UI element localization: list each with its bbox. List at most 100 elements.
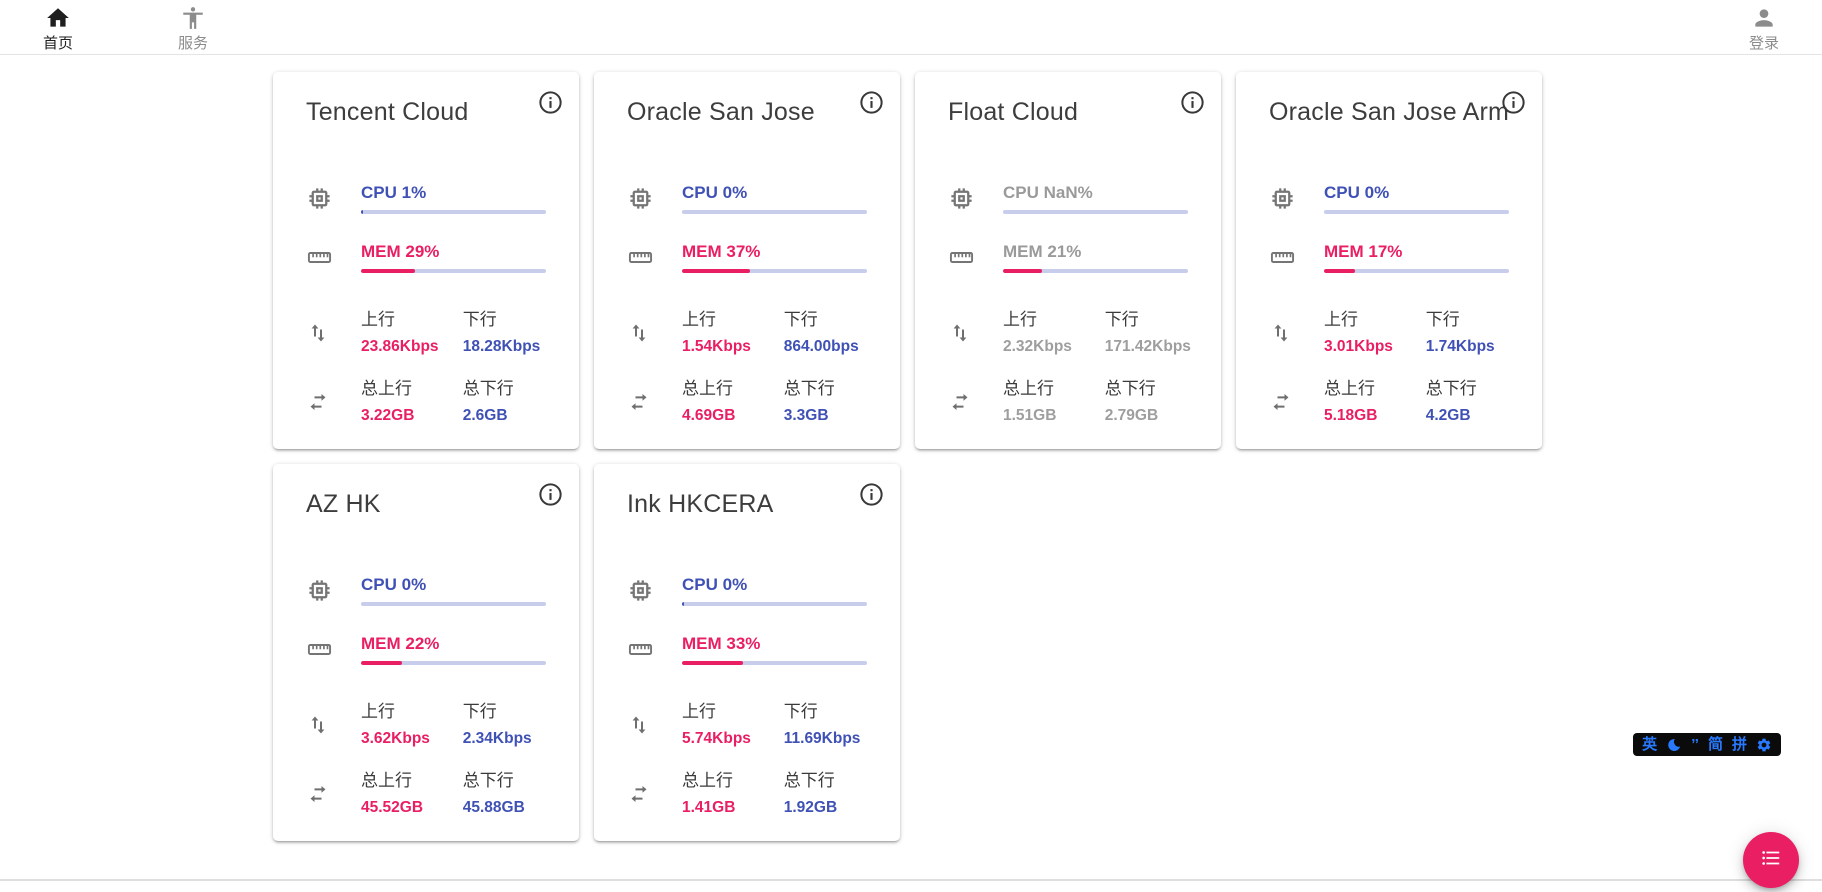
- total-upload-value: 1.41GB: [682, 799, 736, 816]
- net-speed-row: 上行 23.86Kbps 下行 18.28Kbps: [306, 309, 546, 356]
- cpu-label: CPU 0%: [682, 183, 748, 202]
- server-name: Oracle San Jose Arm: [1269, 98, 1510, 126]
- total-upload-value: 45.52GB: [361, 799, 424, 816]
- download-value: 864.00bps: [783, 338, 859, 355]
- mem-progressbar: [682, 269, 867, 273]
- mem-row: MEM 22%: [306, 634, 546, 665]
- list-icon: [1760, 847, 1782, 874]
- upload-label: 上行: [361, 702, 395, 721]
- mem-label: MEM 33%: [682, 634, 761, 653]
- server-list-fab[interactable]: [1743, 832, 1799, 888]
- server-name: Oracle San Jose: [627, 98, 815, 126]
- info-icon[interactable]: [537, 89, 564, 116]
- cpu-chip-icon: [627, 575, 682, 606]
- download-label: 下行: [462, 310, 497, 329]
- cpu-row: CPU NaN%: [948, 183, 1188, 214]
- mem-progressbar: [1003, 269, 1188, 273]
- cpu-progressbar: [361, 210, 546, 214]
- ime-punct-halfwidth[interactable]: ’’: [1691, 736, 1699, 753]
- upload-label: 上行: [1324, 310, 1358, 329]
- nav-item-login[interactable]: 登录: [1734, 1, 1794, 53]
- download-label: 下行: [1425, 310, 1460, 329]
- mem-progressbar: [361, 661, 546, 665]
- net-speed-row: 上行 3.62Kbps 下行 2.34Kbps: [306, 701, 546, 748]
- ime-simplified[interactable]: 简: [1707, 736, 1723, 753]
- nav-item-home[interactable]: 首页: [28, 1, 88, 53]
- cpu-chip-icon: [1269, 183, 1324, 214]
- total-download-value: 1.92GB: [783, 799, 838, 816]
- cpu-chip-icon: [948, 183, 1003, 214]
- net-total-row: 总上行 5.18GB 总下行 4.2GB: [1269, 378, 1509, 425]
- net-total-row: 总上行 3.22GB 总下行 2.6GB: [306, 378, 546, 425]
- up-down-arrows-icon: [627, 309, 682, 356]
- download-label: 下行: [783, 310, 818, 329]
- swap-arrows-icon: [627, 378, 682, 425]
- gear-icon[interactable]: [1756, 737, 1772, 753]
- up-down-arrows-icon: [1269, 309, 1324, 356]
- total-download-value: 2.6GB: [462, 407, 508, 424]
- top-navbar: 首页 服务 登录: [0, 0, 1822, 55]
- server-name: Ink HKCERA: [627, 490, 774, 518]
- mem-label: MEM 21%: [1003, 242, 1082, 261]
- net-speed-row: 上行 2.32Kbps 下行 171.42Kbps: [948, 309, 1191, 356]
- cpu-progressbar: [682, 210, 867, 214]
- mem-label: MEM 22%: [361, 634, 440, 653]
- mem-label: MEM 17%: [1324, 242, 1403, 261]
- ruler-icon: [306, 634, 361, 665]
- mem-progressbar: [1324, 269, 1509, 273]
- net-total-row: 总上行 4.69GB 总下行 3.3GB: [627, 378, 867, 425]
- server-cards-grid: Tencent Cloud CPU 1%: [273, 72, 1542, 841]
- info-icon[interactable]: [1500, 89, 1527, 116]
- total-upload-label: 总上行: [361, 379, 412, 398]
- download-label: 下行: [462, 702, 497, 721]
- nav-item-services[interactable]: 服务: [163, 1, 223, 53]
- upload-label: 上行: [361, 310, 395, 329]
- total-upload-label: 总上行: [361, 771, 412, 790]
- moon-icon[interactable]: [1666, 737, 1682, 753]
- cpu-row: CPU 0%: [627, 183, 867, 214]
- cpu-progressbar: [1003, 210, 1188, 214]
- ruler-icon: [1269, 242, 1324, 273]
- total-upload-value: 1.51GB: [1003, 407, 1057, 424]
- ruler-icon: [627, 242, 682, 273]
- upload-value: 3.01Kbps: [1324, 338, 1393, 355]
- info-icon[interactable]: [858, 481, 885, 508]
- cpu-label: CPU 0%: [1324, 183, 1390, 202]
- mem-label: MEM 29%: [361, 242, 440, 261]
- swap-arrows-icon: [948, 378, 1003, 425]
- server-card: Float Cloud CPU NaN%: [915, 72, 1221, 449]
- total-download-value: 2.79GB: [1104, 407, 1159, 424]
- net-speed-row: 上行 3.01Kbps 下行 1.74Kbps: [1269, 309, 1509, 356]
- cpu-row: CPU 0%: [306, 575, 546, 606]
- cpu-progressbar: [682, 602, 867, 606]
- upload-label: 上行: [682, 702, 716, 721]
- cpu-row: CPU 0%: [627, 575, 867, 606]
- server-name: AZ HK: [306, 490, 381, 518]
- cpu-label: CPU NaN%: [1003, 183, 1093, 202]
- total-download-value: 4.2GB: [1425, 407, 1471, 424]
- info-icon[interactable]: [1179, 89, 1206, 116]
- info-icon[interactable]: [537, 481, 564, 508]
- ime-lang-en[interactable]: 英: [1642, 736, 1658, 753]
- ime-pinyin[interactable]: 拼: [1731, 736, 1747, 753]
- mem-row: MEM 29%: [306, 242, 546, 273]
- cpu-row: CPU 0%: [1269, 183, 1509, 214]
- net-speed-row: 上行 5.74Kbps 下行 11.69Kbps: [627, 701, 867, 748]
- server-card: Oracle San Jose Arm CPU 0%: [1236, 72, 1542, 449]
- cpu-label: CPU 0%: [682, 575, 748, 594]
- mem-row: MEM 37%: [627, 242, 867, 273]
- mem-row: MEM 33%: [627, 634, 867, 665]
- ime-toolbar: 英 ’’ 简拼: [1633, 733, 1781, 756]
- total-download-label: 总下行: [462, 771, 514, 790]
- mem-progressbar: [361, 269, 546, 273]
- cpu-progressbar: [1324, 210, 1509, 214]
- info-icon[interactable]: [858, 89, 885, 116]
- total-download-value: 3.3GB: [783, 407, 829, 424]
- total-download-label: 总下行: [783, 379, 835, 398]
- home-icon: [45, 5, 71, 31]
- upload-value: 23.86Kbps: [361, 338, 439, 355]
- ruler-icon: [627, 634, 682, 665]
- net-total-row: 总上行 1.41GB 总下行 1.92GB: [627, 770, 867, 817]
- total-download-label: 总下行: [1425, 379, 1477, 398]
- server-name: Float Cloud: [948, 98, 1079, 126]
